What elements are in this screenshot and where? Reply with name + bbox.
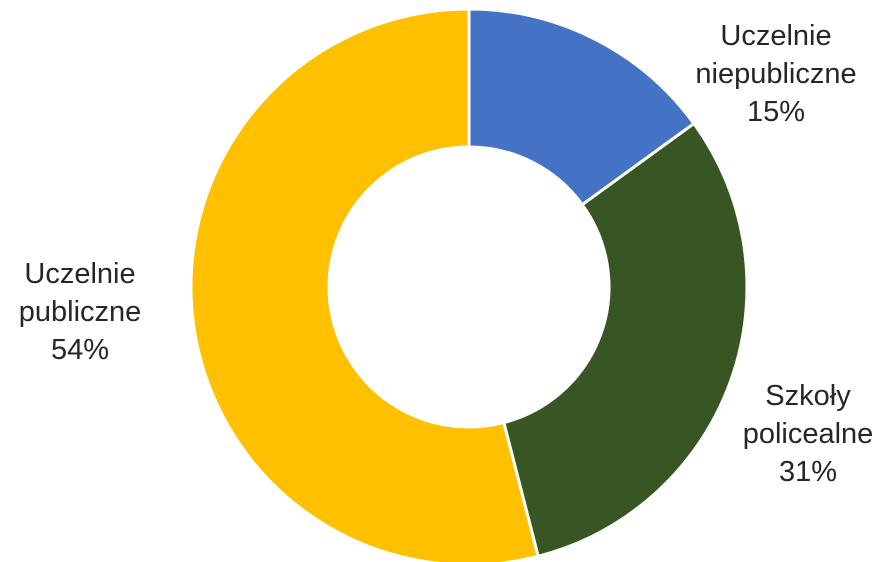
slice-category-label-2-0: Uczelnie [24,258,135,290]
slice-category-label-1-1: policealne [743,418,874,450]
slice-category-label-2-1: publiczne [19,296,142,328]
slice-value-label-2-2: 54% [51,334,109,366]
slice-category-label-0-1: niepubliczne [695,58,856,90]
slice-category-label-1-0: Szkoły [765,380,851,412]
slice-0 [467,7,697,207]
slice-1 [501,121,749,559]
slice-value-label-1-2: 31% [779,456,837,488]
slice-category-label-0-0: Uczelnie [720,20,831,52]
slices-group [189,7,749,562]
slice-2 [189,7,540,562]
slice-value-label-0-2: 15% [747,96,805,128]
labels-group: Uczelnie niepubliczne 15% Szkoły policealne 3… [19,20,874,488]
